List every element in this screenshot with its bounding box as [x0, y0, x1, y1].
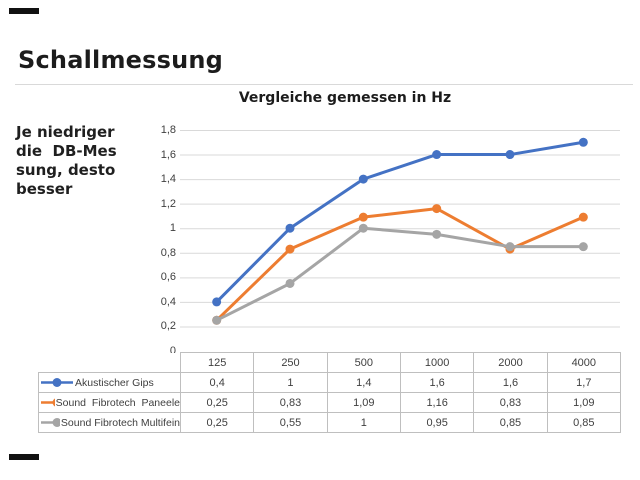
table-row: Sound Fibrotech Multifein 0,25 0,55 1 0,95 0,… [38, 412, 621, 433]
value-cell: 0,85 [473, 412, 548, 433]
data-point-marker [358, 212, 368, 222]
value-cell: 1,7 [546, 372, 621, 393]
note-line: sung, desto [16, 161, 116, 179]
data-point-marker [212, 315, 222, 325]
y-axis-tick-label: 1,6 [160, 148, 176, 161]
data-point-marker [578, 137, 588, 147]
crop-mark-top [9, 8, 39, 14]
frequency-header-cell: 500 [326, 352, 401, 373]
note-text: Je niedriger die DB-Mes sung, desto bess… [16, 123, 117, 199]
y-axis-tick-label: 0,8 [160, 246, 176, 259]
table-header-row: 125 250 500 1000 2000 4000 [38, 352, 621, 373]
crop-mark-bottom [9, 454, 39, 460]
series-name-label: Sound Fibrotech Paneele [55, 396, 180, 409]
data-point-marker [285, 278, 295, 288]
data-point-marker [212, 297, 222, 307]
y-axis-tick-label: 1 [169, 222, 176, 235]
value-cell: 0,25 [179, 412, 255, 433]
legend-cell: Sound Fibrotech Multifein [38, 412, 181, 433]
value-cell: 1,09 [326, 392, 401, 413]
y-axis-tick-label: 1,8 [160, 124, 176, 136]
series-name-label: Akustischer Gips [75, 376, 154, 389]
value-cell: 0,55 [253, 412, 328, 433]
data-point-marker [432, 204, 442, 214]
value-cell: 1,16 [399, 392, 475, 413]
y-axis-tick-label: 1,4 [160, 173, 176, 186]
series-line [215, 226, 584, 322]
y-axis-tick-label: 0,2 [160, 320, 176, 333]
data-point-marker [578, 212, 588, 222]
value-cell: 0,83 [253, 392, 328, 413]
value-cell: 1,4 [326, 372, 401, 393]
frequency-header-cell: 125 [179, 352, 255, 373]
note-line: die DB-Mes [16, 142, 117, 160]
data-point-marker [578, 242, 588, 252]
data-table: 125 250 500 1000 2000 4000 Akustischer Gips 0,4… [38, 352, 621, 433]
note-line: Je niedriger [16, 123, 115, 141]
page-title: Schallmessung [18, 46, 224, 74]
legend-key-icon [41, 418, 60, 427]
value-cell: 1,09 [546, 392, 621, 413]
line-chart-plot-area [180, 130, 620, 328]
value-cell: 0,83 [473, 392, 548, 413]
frequency-header-cell: 4000 [546, 352, 621, 373]
series-line [215, 207, 584, 322]
value-cell: 0,4 [179, 372, 255, 393]
y-axis-tick-label: 0,6 [160, 271, 176, 284]
y-axis-tick-label: 0,4 [160, 295, 176, 308]
y-axis-tick-label: 0 [169, 345, 176, 357]
value-cell: 1,6 [473, 372, 548, 393]
frequency-header-cell: 1000 [399, 352, 475, 373]
data-point-marker [432, 229, 442, 239]
table-row: Sound Fibrotech Paneele 0,25 0,83 1,09 1,16 0… [38, 392, 621, 413]
series-name-label: Sound Fibrotech Multifein [60, 416, 180, 429]
chart-title: Vergleiche gemessen in Hz [238, 90, 452, 106]
series-line [215, 140, 584, 303]
value-cell: 0,95 [399, 412, 475, 433]
data-point-marker [432, 150, 442, 160]
legend-cell: Sound Fibrotech Paneele [38, 392, 181, 413]
value-cell: 0,25 [179, 392, 255, 413]
data-point-marker [358, 174, 368, 184]
table-row: Akustischer Gips 0,4 1 1,4 1,6 1,6 1,7 [38, 372, 621, 393]
frequency-header-cell: 2000 [473, 352, 548, 373]
note-line: besser [16, 180, 73, 198]
value-cell: 1 [326, 412, 401, 433]
data-point-marker [505, 150, 515, 160]
data-point-marker [285, 244, 295, 254]
value-cell: 1 [253, 372, 328, 393]
value-cell: 1,6 [399, 372, 475, 393]
legend-key-icon [41, 378, 73, 387]
frequency-header-cell: 250 [253, 352, 328, 373]
legend-key-icon [41, 398, 55, 407]
data-point-marker [358, 223, 368, 233]
y-axis-tick-label: 1,2 [160, 197, 176, 210]
table-corner-cell [38, 352, 181, 373]
legend-cell: Akustischer Gips [38, 372, 181, 393]
data-point-marker [505, 242, 515, 252]
value-cell: 0,85 [546, 412, 621, 433]
data-point-marker [285, 223, 295, 233]
title-divider [15, 84, 633, 85]
